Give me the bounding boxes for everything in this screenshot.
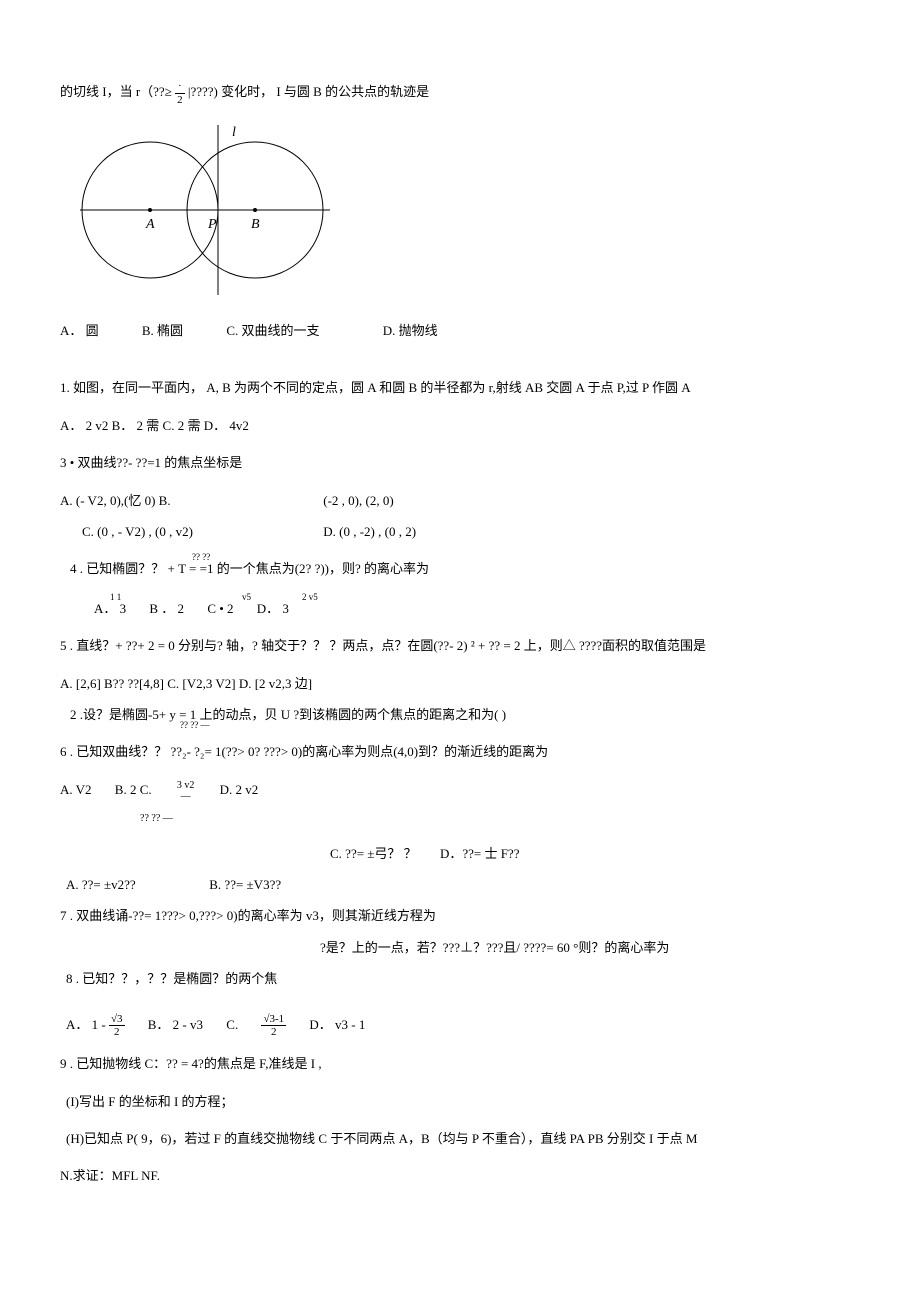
q3-text: 3 • 双曲线??- ??=1 的焦点坐标是 [60,451,860,474]
q6a: A. V2 [60,782,92,797]
q8d: D． v3 - 1 [309,1017,365,1032]
q5-text: 5 . 直线？+ ??+ 2 = 0 分别与? 轴，? 轴交于？？ ？两点，点？… [60,634,860,657]
opt-c: C. 双曲线的一支 [226,323,319,338]
q4-text: 4 . 已知椭圆？？ ?? ?? + T = =1 的一个焦点为(2? ?))，… [60,557,860,580]
q8c-frac: √3-1 2 [261,1013,286,1038]
circles-diagram: A B Pl [60,120,860,307]
q1-text: 1. 如图，在同一平面内， A, B 为两个不同的定点，圆 A 和圆 B 的半径… [60,376,860,399]
q8-line1: ?是？上的一点，若？???⊥？???且/ ????= 60 °则？的离心率为 [60,936,860,959]
q8a-prefix: A． 1 - [66,1017,106,1032]
options-row-1: A． 圆 B. 椭圆 C. 双曲线的一支 D. 抛物线 [60,319,860,342]
svg-text:B: B [251,217,260,232]
q6d: D. 2 v2 [220,782,259,797]
svg-text:P: P [207,217,217,232]
q7-opts-line1: C. ??= ±弓？ ？ D．??= 士 F?? [60,842,860,865]
q3-opts-line2: C. (0 , - V2) , (0 , v2) D. (0 , -2) , (… [60,520,860,543]
q6b: B. 2 C. [115,782,152,797]
q9-text: 9 . 已知抛物线 C：?? = 4?的焦点是 F,准线是 I , [60,1052,860,1075]
q2-opts: A． 2 v2 B． 2 需 C. 2 需 D． 4v2 [60,414,860,437]
q8b: B． 2 - v3 [148,1017,203,1032]
q4-prefix: 4 . 已知椭圆？？ [70,561,164,576]
q4c: C • 2 [207,601,233,616]
q5-opts: A. [2,6] B?? ??[4,8] C. [V2,3 V2] D. [2 … [60,672,860,695]
q9-part3: N.求证：MFL NF. [60,1164,860,1187]
diagram-svg: A B Pl [60,120,340,300]
header-suffix: |????) 变化时， I 与圆 B 的公共点的轨迹是 [188,84,429,99]
q8-opts: A． 1 - √3 2 B． 2 - v3 C. √3-1 2 D． v3 - … [60,1013,860,1039]
q6-sub: ?? ?? — [60,810,860,828]
q3-d: D. (0 , -2) , (0 , 2) [323,524,416,539]
q6-text: 6 . 已知双曲线？？ ??₂- ?₂= 1(??> 0? ???> 0)的离心… [60,740,860,763]
q7a: A. ??= ±v2?? [66,873,206,896]
svg-text:l: l [232,125,236,140]
q3-c: C. (0 , - V2) , (0 , v2) [82,520,320,543]
q4-sup: ?? ?? [192,549,210,565]
header-line: 的切线 I，当 r（??≥ · 2 |????) 变化时， I 与圆 B 的公共… [60,80,860,106]
q5-sub-sub: ?? ?? — [180,717,209,733]
q7d: D．??= 士 F?? [440,846,520,861]
q4d-sup: 2 v5 [302,589,318,605]
svg-text:A: A [145,217,155,232]
opt-b: B. 椭圆 [142,323,183,338]
q7-text: 7 . 双曲线诵-??= 1???> 0,???> 0)的离心率为 v3，则其渐… [60,904,860,927]
q4-opts: 1 1 A． 3 B ． 2 v5 C • 2 2 v5 D． 3 [60,597,860,620]
q8c-prefix: C. [226,1017,238,1032]
q4d: D． 3 [257,601,289,616]
q6-opts: A. V2 B. 2 C. 3 v2 — D. 2 v2 [60,778,860,802]
header-prefix: 的切线 I，当 r（??≥ [60,84,172,99]
q8-text: 8 . 已知？？，？？是椭圆？的两个焦 [60,967,860,990]
q9-part1: (I)写出 F 的坐标和 I 的方程； [60,1090,860,1113]
q6-frac: 3 v2 — [175,780,197,802]
q3-a: A. (- V2, 0),(忆 0) B. [60,489,320,512]
q4a-sup: 1 1 [110,589,121,605]
q7-opts-line2: A. ??= ±v2?? B. ??= ±V3?? [60,873,860,896]
q4c-sup: v5 [242,589,251,605]
q5-sub-text: 2 .设？是椭圆-5+ y = 1 上的动点，贝 U ?到该椭圆的两个焦点的距离… [70,707,506,722]
q3-opts-line1: A. (- V2, 0),(忆 0) B. (-2 , 0), (2, 0) [60,489,860,512]
q7c: C. ??= ±弓？ ？ [330,846,417,861]
q5-sub: 2 .设？是椭圆-5+ y = 1 上的动点，贝 U ?到该椭圆的两个焦点的距离… [60,703,860,726]
q8a-frac: √3 2 [109,1013,125,1038]
q4b: B ． 2 [149,601,184,616]
q9-part2: (H)已知点 P( 9，6)，若过 F 的直线交抛物线 C 于不同两点 A，B（… [60,1127,860,1150]
opt-d: D. 抛物线 [383,323,438,338]
q3-b: (-2 , 0), (2, 0) [323,493,393,508]
q7b: B. ??= ±V3?? [209,877,281,892]
opt-a: A． 圆 [60,323,99,338]
header-frac: · 2 [175,80,185,105]
